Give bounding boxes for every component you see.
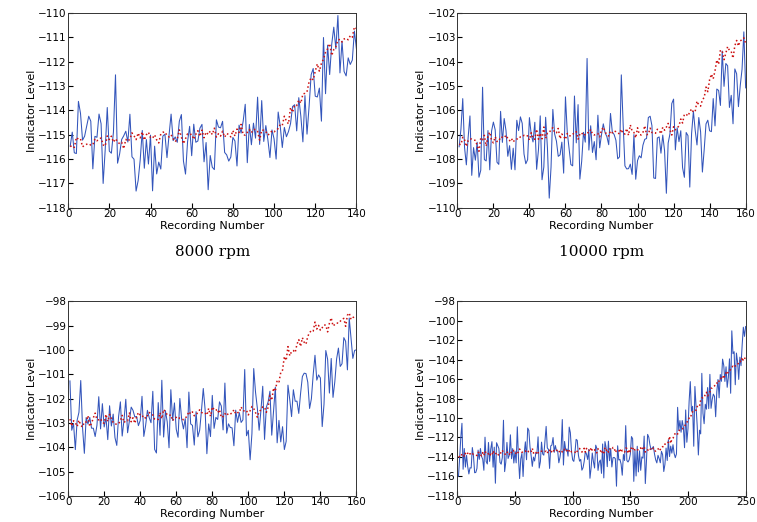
X-axis label: Recording Number: Recording Number <box>550 508 653 519</box>
Y-axis label: Indicator Level: Indicator Level <box>416 358 426 440</box>
X-axis label: Recording Number: Recording Number <box>550 220 653 231</box>
X-axis label: Recording Number: Recording Number <box>160 508 264 519</box>
Y-axis label: Indicator Level: Indicator Level <box>26 69 37 151</box>
Text: 8000 rpm: 8000 rpm <box>175 245 250 259</box>
Text: 10000 rpm: 10000 rpm <box>559 245 644 259</box>
Y-axis label: Indicator Level: Indicator Level <box>26 358 37 440</box>
Y-axis label: Indicator Level: Indicator Level <box>416 69 426 151</box>
X-axis label: Recording Number: Recording Number <box>160 220 264 231</box>
